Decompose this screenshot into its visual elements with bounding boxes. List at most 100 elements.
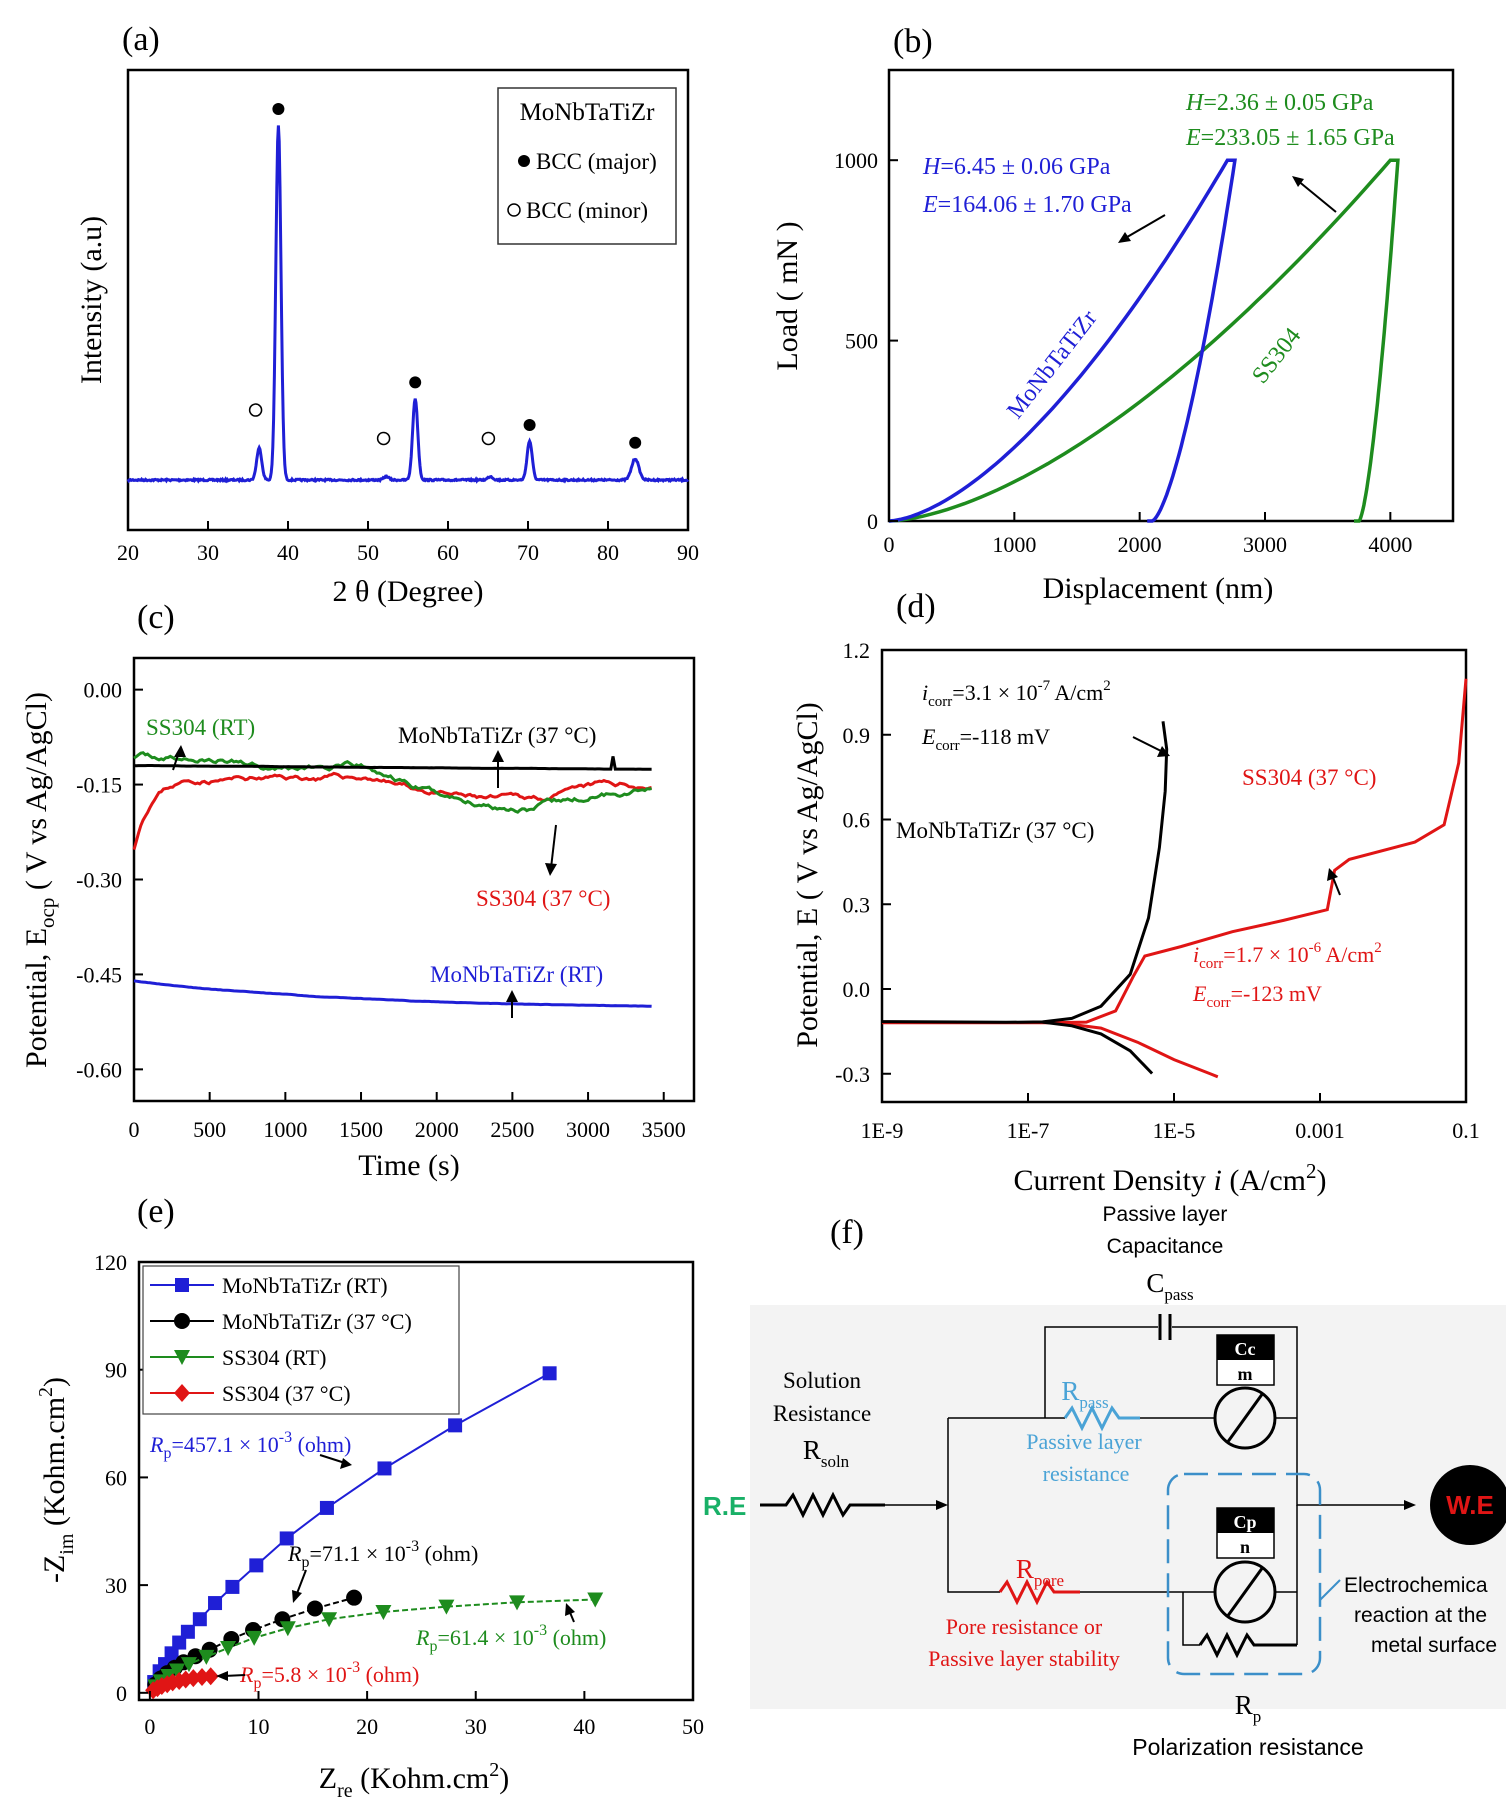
x-tick-label: 1E-5 (1153, 1118, 1196, 1143)
cc-slash (1225, 1392, 1265, 1444)
nyquist-point (587, 1592, 604, 1608)
rp-resistor (1198, 1631, 1297, 1659)
cc-constant-phase-element (1213, 1386, 1277, 1450)
panel-a-y-axis-title: Intensity (a.u) (75, 216, 108, 384)
y-tick-label: -0.60 (76, 1057, 122, 1082)
cpass-wire-right (1172, 1326, 1298, 1418)
panel-e-legend-entries: MoNbTaTiZr (RT) MoNbTaTiZr (37 °C) SS304 (… (150, 1273, 412, 1406)
panel-b-y-axis-title: Load ( mN ) (771, 221, 804, 370)
bcc-major-marker (523, 418, 536, 431)
panel-c-arrowhead-ss304-rt (174, 745, 186, 757)
panel-a-label: (a) (122, 21, 160, 58)
nyquist-point (249, 1558, 264, 1573)
panel-d-annotation-icorr-monbtatizr: icorr=3.1 × 10-7 A/cm2 (922, 678, 1111, 710)
panel-b-annotation-hardness-ss304: H=2.36 ± 0.05 GPa (1185, 90, 1374, 116)
nyquist-point (448, 1418, 463, 1433)
y-tick-label: 0.0 (843, 977, 871, 1002)
peak-markers (248, 103, 642, 449)
nyquist-point (279, 1621, 296, 1637)
panel-b-annotation-modulus-ss304: E=233.05 ± 1.65 GPa (1185, 125, 1395, 151)
rpass-desc-line2: resistance (1043, 1461, 1130, 1486)
rpore-label: Rpore (1016, 1554, 1064, 1590)
panel-b-annotation-arrow-monbtatizr (1121, 214, 1166, 241)
nyquist-point (194, 1668, 211, 1687)
panel-c-y-axis-title: Potential, Eocp ( V vs Ag/AgCl) (20, 692, 59, 1068)
panel-c-series-label-monbtatizr-rt: MoNbTaTiZr (RT) (430, 962, 603, 987)
y-tick-label: 1000 (834, 148, 878, 173)
cp-label: Cp (1233, 1512, 1256, 1532)
y-tick-label: 30 (105, 1573, 127, 1598)
panel-e-arrowhead-rp-ss304-rt (565, 1603, 575, 1616)
rsoln-arrowhead (936, 1500, 948, 1510)
panel-d-arrow-monbtatizr (1132, 736, 1164, 753)
panel-a-legend-entry-major: BCC (major) (536, 149, 657, 174)
x-tick-label: 2500 (490, 1117, 534, 1142)
panel-c-arrowhead-monbtatizr-37c (492, 750, 504, 762)
panel-d-label: (d) (896, 588, 936, 625)
nyquist-point (542, 1366, 557, 1381)
panel-d-frame (880, 648, 1468, 1104)
nyquist-point (220, 1640, 237, 1656)
y-tick-label: -0.30 (76, 868, 122, 893)
panel-c-x-axis-title: Time (s) (358, 1149, 459, 1182)
y-tick-label: 0 (116, 1681, 127, 1706)
x-tick-label: 1500 (339, 1117, 383, 1142)
x-tick-label: 3000 (1243, 532, 1287, 557)
circuit-background (750, 1305, 1506, 1709)
x-tick-label: 2000 (1118, 532, 1162, 557)
reference-electrode-label: R.E (703, 1491, 746, 1521)
panel-a-legend (497, 87, 677, 245)
bcc-minor-marker (376, 431, 391, 446)
panel-d-series-label-monbtatizr: MoNbTaTiZr (37 °C) (896, 818, 1094, 843)
x-tick-label: 50 (682, 1714, 704, 1739)
panel-b-annotation-arrow-ss304 (1296, 179, 1337, 213)
bcc-major-marker (272, 103, 285, 115)
panel-e-legend (142, 1265, 460, 1415)
y-tick-label: 90 (105, 1358, 127, 1383)
panel-a: (a) 20 30 40 50 60 70 80 90 2 θ (Degree) Intens… (75, 21, 699, 608)
panel-f-circuit: (f) Passive layer Capacitance Cpass Solu… (703, 1203, 1506, 1760)
panel-b-arrowhead-monbtatizr (1118, 232, 1131, 243)
panel-e-label: (e) (137, 1193, 175, 1230)
nyquist-point (208, 1596, 223, 1611)
panel-a-x-axis-title: 2 θ (Degree) (333, 575, 484, 608)
panel-b-series-label-ss304: SS304 (1247, 323, 1306, 388)
monbtatizr-37c-polarization-curve (881, 721, 1169, 1075)
panel-e-frame (137, 1260, 695, 1702)
bcc-major-marker (629, 436, 642, 449)
bcc-minor-marker (248, 403, 263, 417)
rpass-resistor (1063, 1404, 1140, 1432)
cpass-wire-left (1044, 1326, 1158, 1418)
legend-marker (174, 1350, 190, 1365)
pore-desc-line1: Pore resistance or (946, 1614, 1103, 1639)
left-bus-wire (947, 1418, 1000, 1593)
y-tick-label: 0.3 (843, 892, 871, 917)
panel-b: (b) 0 1000 2000 3000 4000 0 500 1000 Displaceme… (771, 23, 1455, 605)
ss304-rt-ocp-line (133, 751, 652, 814)
echem-desc-line2: reaction at the (1354, 1604, 1487, 1627)
rpore-resistor (998, 1578, 1080, 1606)
cc-box-header (1217, 1335, 1274, 1360)
panel-d-annotation-ecorr-ss304: Ecorr=-123 mV (1192, 981, 1322, 1011)
nyquist-point (377, 1461, 392, 1476)
x-tick-label: 90 (677, 540, 699, 565)
x-tick-label: 0.001 (1295, 1118, 1345, 1143)
panel-d: (d) 1E-9 1E-7 1E-5 0.001 0.1 1.2 0.9 0.6 0.3 0.0 -… (791, 588, 1480, 1197)
x-tick-label: 80 (597, 540, 619, 565)
cp-exponent: n (1240, 1537, 1250, 1557)
panel-b-arrowhead-ss304 (1292, 176, 1304, 187)
panel-c-series-label-ss304-rt: SS304 (RT) (146, 715, 255, 740)
nyquist-point (279, 1531, 294, 1546)
panel-d-x-axis-title: Current Density i (A/cm2) (1014, 1159, 1327, 1197)
panel-e-ticks: 0 10 20 30 40 50 0 30 60 90 120 (94, 1250, 704, 1739)
working-electrode-icon (1430, 1465, 1506, 1545)
legend-marker (175, 1278, 189, 1292)
x-tick-label: 2000 (415, 1117, 459, 1142)
rpass-desc-line1: Passive layer (1026, 1429, 1142, 1454)
cp-box-header (1217, 1508, 1274, 1533)
panel-e-annotation-rp-ss304-rt: Rp=61.4 × 10-3 (ohm) (415, 1622, 606, 1655)
solution-label-line2: Resistance (773, 1401, 871, 1426)
x-tick-label: 50 (357, 540, 379, 565)
panel-c-series-label-monbtatizr-37c: MoNbTaTiZr (37 °C) (398, 723, 596, 748)
panel-e-annotation-rp-monbtatizr-37c: Rp=71.1 × 10-3 (ohm) (287, 1538, 478, 1571)
